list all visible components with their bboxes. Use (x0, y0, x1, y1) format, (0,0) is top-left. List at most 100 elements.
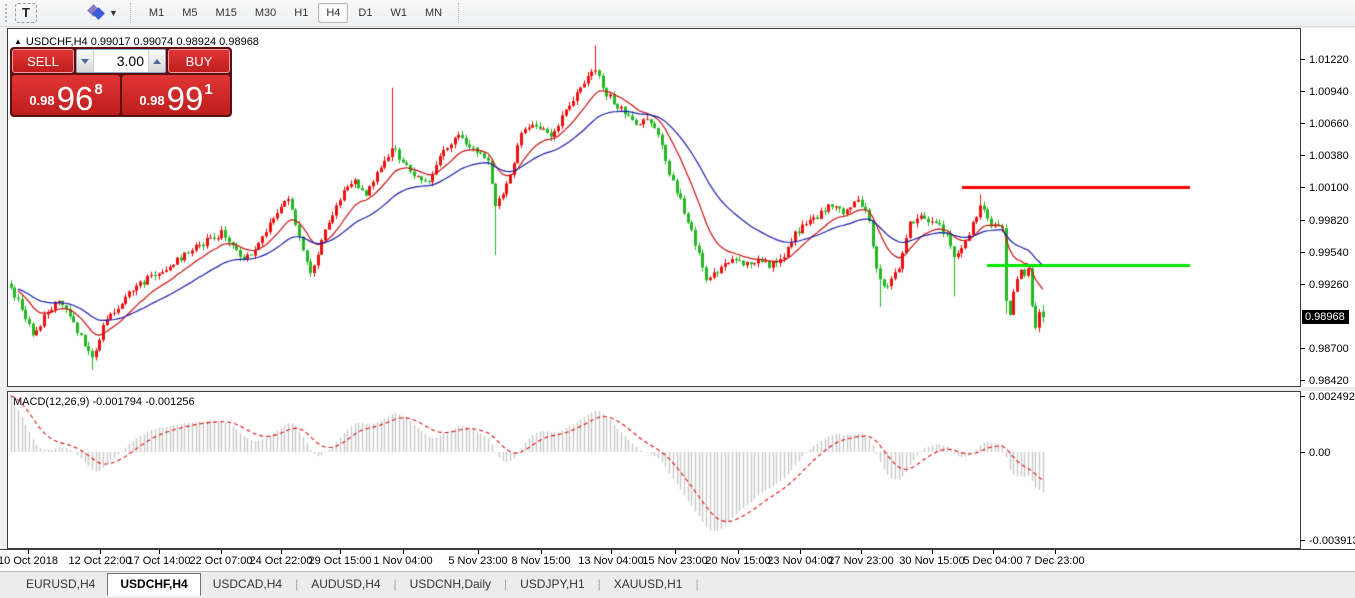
chart-tab-USDCAD-H4[interactable]: USDCAD,H4 (212, 577, 283, 591)
time-axis-label: 8 Nov 15:00 (511, 555, 571, 567)
chart-tab-USDCHF-H4[interactable]: USDCHF,H4 (107, 573, 201, 596)
timeframe-button-H1[interactable]: H1 (286, 3, 316, 23)
price-axis-label: 1.00100 (1309, 182, 1349, 195)
axis-tick (1300, 284, 1305, 285)
timeframe-button-D1[interactable]: D1 (350, 3, 380, 23)
macd-axis[interactable]: 0.002492 0.00 -0.003913 (1300, 391, 1355, 548)
collapse-arrow-icon[interactable]: ▲ (14, 37, 22, 46)
tab-separator: | (295, 577, 299, 591)
time-axis-label: 15 Nov 23:00 (642, 555, 708, 567)
macd-axis-label: -0.003913 (1309, 534, 1355, 547)
sell-price-button[interactable]: 0.98 96 8 (12, 75, 120, 115)
toolbar-grip[interactable] (5, 4, 11, 22)
macd-axis-label: 0.002492 (1309, 391, 1355, 403)
time-axis-tick (611, 550, 612, 554)
toolbar-separator (458, 3, 461, 23)
time-axis[interactable]: 10 Oct 2018 12 Oct 22:00 17 Oct 14:00 22 Oc… (0, 549, 1355, 571)
chart-title: ▲ USDCHF,H4 0.99017 0.99074 0.98924 0.989… (14, 36, 259, 48)
time-axis-tick (738, 550, 739, 554)
time-axis-tick (932, 550, 933, 554)
time-axis-label: 17 Oct 14:00 (127, 555, 191, 567)
volume-spinner (76, 49, 166, 73)
timeframe-button-M30[interactable]: M30 (247, 3, 284, 23)
one-click-trading-panel: SELL BUY 0.98 96 8 0.98 99 1 (10, 47, 232, 117)
buy-button[interactable]: BUY (168, 49, 230, 73)
time-axis-tick (28, 550, 29, 554)
time-axis-label: 22 Oct 07:00 (189, 555, 253, 567)
price-axis-label: 1.00660 (1309, 118, 1349, 131)
chart-tab-EURUSD-H4[interactable]: EURUSD,H4 (26, 577, 96, 591)
chevron-down-icon[interactable]: ▼ (109, 8, 118, 18)
time-axis-tick (675, 550, 676, 554)
chart-tab-XAUUSD-H1[interactable]: XAUUSD,H1 (613, 577, 683, 591)
macd-canvas[interactable] (8, 392, 1300, 548)
axis-background (1301, 28, 1355, 549)
price-axis[interactable]: 1.01220 1.00940 1.00660 1.00380 1.00100 0.998… (1300, 29, 1355, 388)
arrow-up-icon (153, 55, 161, 64)
time-axis-tick (340, 550, 341, 554)
window-frame (0, 28, 7, 571)
time-axis-label: 5 Dec 04:00 (963, 555, 1023, 567)
timeframe-toolbar: M1 M5 M15 M30 H1 H4 D1 W1 MN (141, 3, 450, 23)
time-axis-tick (100, 550, 101, 554)
buy-price-big: 99 (166, 79, 204, 117)
volume-increase-button[interactable] (148, 50, 165, 72)
time-axis-label: 10 Oct 2018 (0, 555, 58, 567)
chart-tab-USDJPY-H1[interactable]: USDJPY,H1 (520, 577, 585, 591)
time-axis-tick (541, 550, 542, 554)
time-axis-label: 1 Nov 04:00 (373, 555, 433, 567)
buy-price-button[interactable]: 0.98 99 1 (122, 75, 230, 115)
chart-title-text: USDCHF,H4 0.99017 0.99074 0.98924 0.9896… (25, 36, 259, 48)
time-axis-label: 23 Nov 04:00 (767, 555, 833, 567)
time-axis-label: 5 Nov 23:00 (448, 555, 508, 567)
timeframe-button-H4[interactable]: H4 (318, 3, 349, 23)
axis-tick (1300, 348, 1305, 349)
price-axis-label: 0.99820 (1309, 214, 1349, 227)
timeframe-button-M5[interactable]: M5 (174, 3, 205, 23)
time-axis-label: 24 Oct 22:00 (249, 555, 313, 567)
toolbar: T ▼ M1 M5 M15 M30 H1 H4 D1 W1 MN (0, 0, 1355, 27)
macd-axis-label: 0.00 (1309, 447, 1331, 459)
time-axis-label: 13 Nov 04:00 (578, 555, 644, 567)
timeframe-button-M1[interactable]: M1 (141, 3, 172, 23)
axis-tick (1300, 540, 1305, 541)
tab-separator: | (597, 577, 601, 591)
tab-separator: | (393, 577, 397, 591)
arrow-down-icon (81, 58, 89, 68)
sell-button[interactable]: SELL (12, 49, 74, 73)
axis-tick (1300, 252, 1305, 253)
axis-tick (1300, 380, 1305, 381)
chart-tab-AUDUSD-H4[interactable]: AUDUSD,H4 (311, 577, 381, 591)
arrows-tool-button[interactable]: ▼ (85, 3, 122, 20)
time-axis-label: 27 Nov 23:00 (828, 555, 894, 567)
axis-tick (1300, 155, 1305, 156)
price-axis-label: 0.99540 (1309, 246, 1349, 259)
chart-tab-USDCNH-Daily[interactable]: USDCNH,Daily (409, 577, 492, 591)
timeframe-button-MN[interactable]: MN (417, 3, 450, 23)
macd-indicator-label: MACD(12,26,9) -0.001794 -0.001256 (13, 396, 195, 408)
buy-price-pip: 1 (204, 81, 213, 98)
timeframe-button-W1[interactable]: W1 (382, 3, 415, 23)
pane-splitter[interactable] (0, 387, 1355, 391)
text-tool-button[interactable]: T (15, 3, 37, 23)
buy-price-prefix: 0.98 (139, 93, 165, 108)
time-axis-label: 7 Dec 23:00 (1025, 555, 1085, 567)
price-axis-label: 1.01220 (1309, 54, 1349, 67)
axis-tick (1300, 452, 1305, 453)
volume-input[interactable] (94, 50, 148, 72)
time-axis-label: 30 Nov 15:00 (899, 555, 965, 567)
toolbar-separator (129, 3, 133, 23)
chart-tab-bar: EURUSD,H4 USDCHF,H4 USDCAD,H4 | AUDUSD,H4 | US… (0, 571, 1355, 598)
axis-tick (1300, 123, 1305, 124)
axis-tick (1300, 396, 1305, 397)
axis-tick (1300, 187, 1305, 188)
time-axis-tick (800, 550, 801, 554)
timeframe-button-M15[interactable]: M15 (207, 3, 244, 23)
time-axis-tick (403, 550, 404, 554)
volume-decrease-button[interactable] (77, 50, 94, 72)
time-axis-label: 20 Nov 15:00 (705, 555, 771, 567)
time-axis-label: 29 Oct 15:00 (308, 555, 372, 567)
sell-price-big: 96 (56, 79, 94, 117)
price-axis-label: 0.98420 (1309, 375, 1349, 388)
